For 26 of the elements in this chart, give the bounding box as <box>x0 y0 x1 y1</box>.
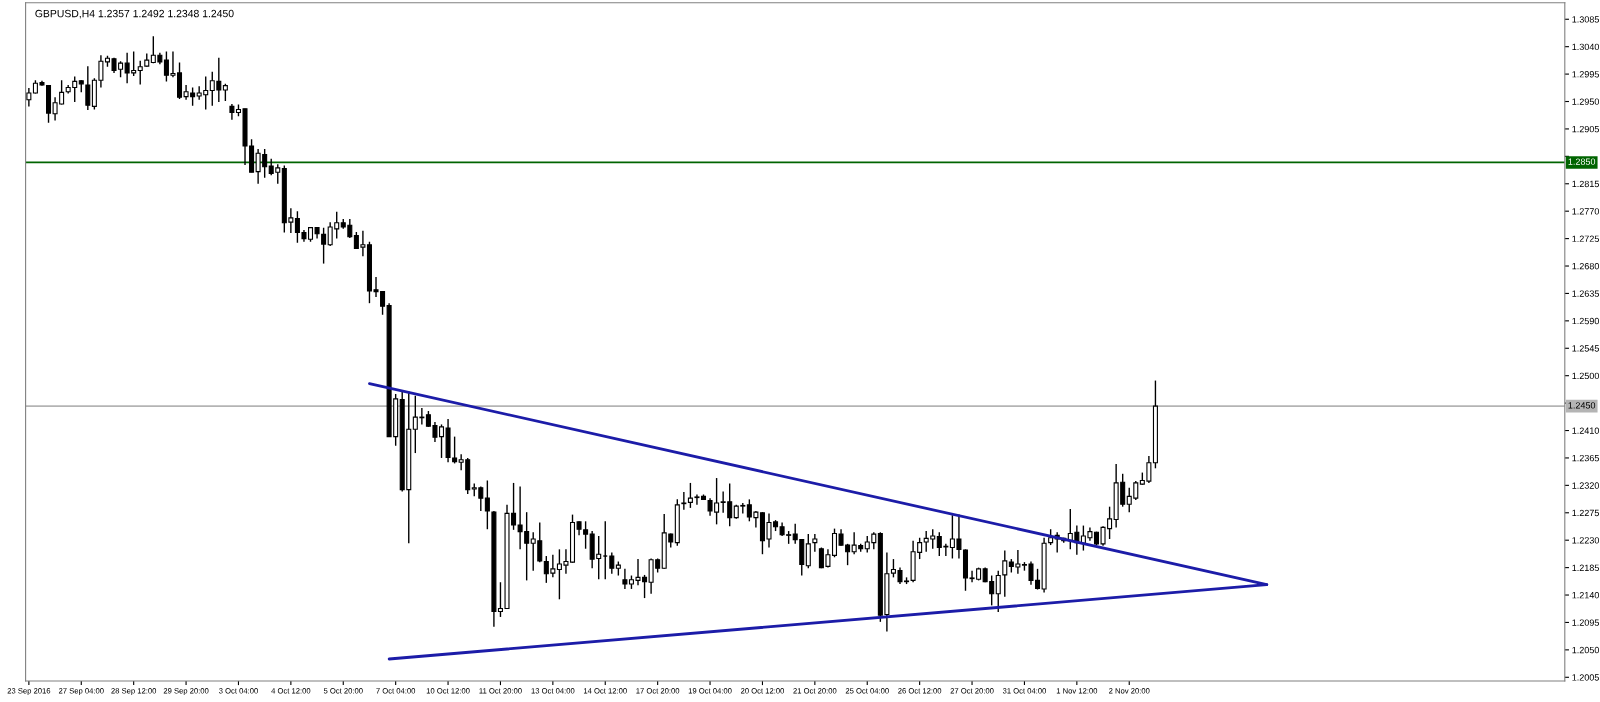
y-tick-label: 1.2770 <box>1572 208 1599 215</box>
y-tick-label: 1.2815 <box>1572 180 1599 188</box>
y-tick-label: 1.3040 <box>1572 43 1599 51</box>
y-tick-label: 1.2545 <box>1572 345 1599 352</box>
y-tick-label: 1.2365 <box>1572 454 1599 462</box>
y-tick-label: 1.2050 <box>1572 646 1599 654</box>
y-tick-label: 1.2230 <box>1572 537 1599 544</box>
y-tick-label: 1.2275 <box>1572 509 1599 517</box>
y-tick-label: 1.2995 <box>1572 71 1599 78</box>
y-tick-label: 1.2725 <box>1572 235 1599 242</box>
text: GBPUSD,H4 1.2357 1.2492 1.2348 1.2450 <box>35 9 234 19</box>
y-tick-label: 1.2590 <box>1572 317 1599 325</box>
y-tick-label: 1.3085 <box>1572 16 1599 23</box>
y-tick-label: 1.2680 <box>1572 262 1599 270</box>
y-tick-label: 1.2005 <box>1572 674 1599 681</box>
y-tick-label: 1.2500 <box>1572 372 1599 380</box>
ref-line-label: 1.2450 <box>1568 402 1596 409</box>
y-tick-label: 1.2185 <box>1572 564 1599 571</box>
y-tick-label: 1.2095 <box>1572 619 1599 626</box>
y-tick-label: 1.2635 <box>1572 290 1599 297</box>
y-tick-label: 1.2905 <box>1572 125 1599 133</box>
ref-line-label: 1.2850 <box>1568 158 1596 165</box>
y-tick-label: 1.2140 <box>1572 592 1599 599</box>
y-tick-label: 1.2410 <box>1572 427 1599 434</box>
y-tick-label: 1.2320 <box>1572 482 1599 489</box>
y-tick-label: 1.2950 <box>1572 98 1599 105</box>
